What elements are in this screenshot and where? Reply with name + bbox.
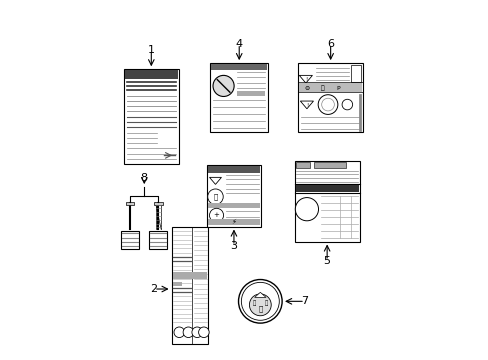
Text: 1: 1 (147, 45, 155, 55)
Bar (298, 63, 363, 132)
Text: 6: 6 (326, 39, 333, 49)
Text: 3: 3 (230, 241, 237, 251)
Bar (299, 84, 362, 92)
Circle shape (213, 75, 234, 96)
Text: 5: 5 (323, 256, 330, 266)
Bar (206, 165, 261, 226)
Circle shape (249, 294, 271, 316)
Circle shape (318, 95, 337, 114)
Bar (295, 185, 358, 192)
Text: 🧍: 🧍 (320, 86, 324, 91)
Text: 4: 4 (235, 39, 242, 49)
Bar (296, 162, 310, 168)
Text: ⚡: ⚡ (231, 219, 236, 225)
Text: 👁: 👁 (264, 300, 268, 306)
Text: 👁: 👁 (252, 300, 255, 306)
Bar (149, 231, 167, 248)
Bar (121, 231, 139, 248)
Text: ⊖: ⊖ (304, 86, 309, 91)
Bar (171, 228, 208, 343)
Text: 2: 2 (150, 284, 157, 294)
Text: !: ! (305, 103, 307, 108)
Bar (313, 162, 345, 168)
Bar (236, 91, 264, 96)
Circle shape (191, 327, 202, 338)
Circle shape (207, 189, 223, 204)
Polygon shape (209, 177, 221, 184)
Bar (350, 65, 360, 82)
Circle shape (174, 327, 184, 338)
Bar (207, 203, 260, 208)
Text: 8: 8 (141, 173, 147, 183)
Circle shape (342, 99, 352, 110)
Polygon shape (254, 292, 265, 297)
Bar (124, 69, 178, 164)
Circle shape (183, 327, 193, 338)
Bar (210, 63, 268, 132)
Bar (172, 282, 182, 286)
Circle shape (238, 279, 282, 323)
Bar (126, 202, 134, 205)
Bar (294, 161, 359, 242)
Bar (211, 64, 266, 71)
Text: 7: 7 (301, 296, 308, 306)
Bar (154, 202, 162, 205)
Text: +: + (213, 212, 219, 219)
Polygon shape (299, 75, 312, 83)
Text: P: P (336, 86, 340, 91)
Circle shape (321, 98, 334, 111)
Polygon shape (300, 101, 313, 109)
Bar (172, 273, 207, 279)
Text: !: ! (304, 77, 306, 82)
Bar (125, 70, 177, 79)
Circle shape (295, 198, 318, 221)
Circle shape (209, 208, 223, 222)
Text: ✋: ✋ (213, 193, 217, 200)
Bar (207, 219, 260, 225)
Text: ⌣: ⌣ (258, 306, 262, 312)
Bar (207, 166, 260, 173)
Circle shape (241, 282, 279, 320)
Circle shape (198, 327, 209, 338)
